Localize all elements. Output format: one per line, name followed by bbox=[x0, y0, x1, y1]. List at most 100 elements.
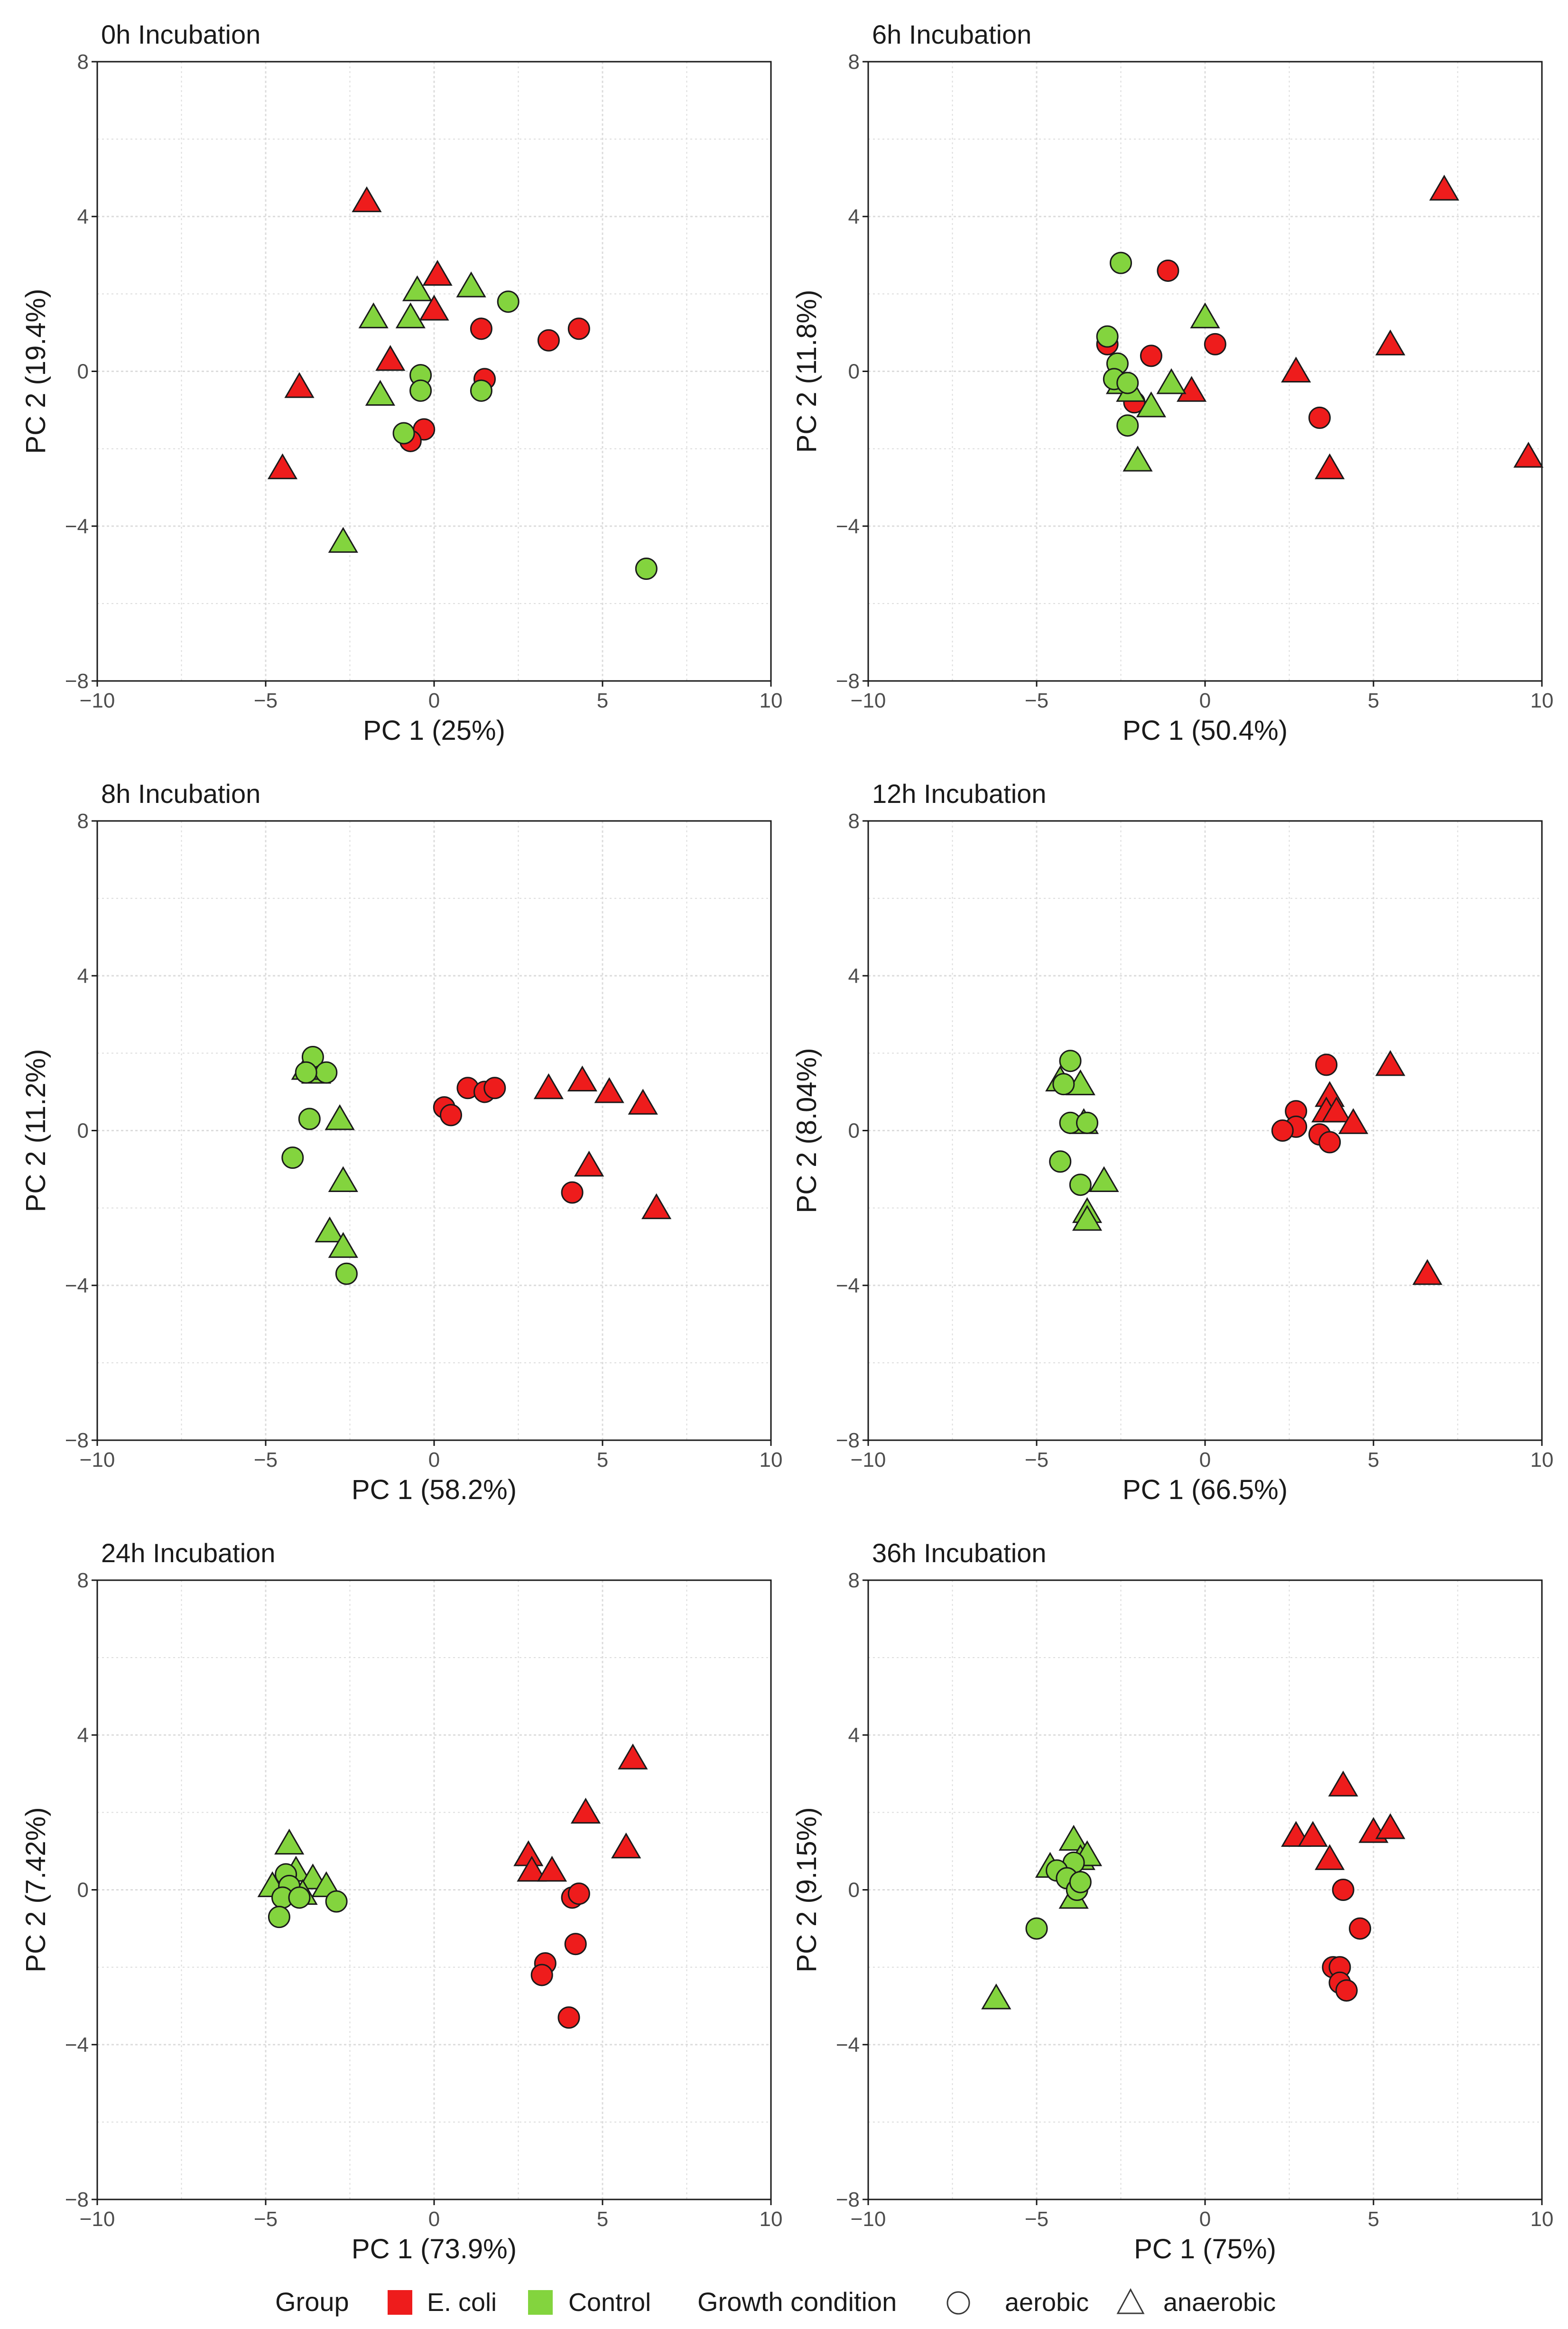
point-ecoli-anaerobic bbox=[352, 186, 382, 213]
point-control-aerobic bbox=[335, 1262, 358, 1285]
y-tick-label: −8 bbox=[836, 1429, 860, 1452]
y-tick-label: 4 bbox=[848, 964, 860, 987]
x-tick-label: 0 bbox=[1199, 1448, 1211, 1472]
point-ecoli-anaerobic bbox=[1328, 1770, 1358, 1797]
x-tick-label: −5 bbox=[254, 1448, 278, 1472]
point-ecoli-anaerobic bbox=[419, 295, 449, 321]
point-ecoli-aerobic bbox=[1157, 259, 1179, 282]
y-tick-label: −8 bbox=[836, 2188, 860, 2211]
legend-anaerobic-key bbox=[1116, 2288, 1145, 2314]
y-tick-label: 8 bbox=[77, 1569, 89, 1592]
y-tick-label: 0 bbox=[848, 1119, 860, 1143]
point-ecoli-aerobic bbox=[567, 1882, 590, 1905]
panels: −10 −5 0 5 10 −8 −4 0 4 8 0h Incubation PC 1 (25%) P… bbox=[20, 19, 1553, 2264]
point-ecoli-anaerobic bbox=[267, 453, 298, 479]
point-ecoli-anaerobic bbox=[1429, 175, 1459, 201]
point-ecoli-aerobic bbox=[564, 1933, 587, 1956]
y-tick-label: −4 bbox=[65, 2033, 89, 2057]
point-control-anaerobic bbox=[328, 527, 358, 553]
point-control-aerobic bbox=[1096, 325, 1119, 348]
y-tick-label: 8 bbox=[848, 50, 860, 74]
x-tick-label: 0 bbox=[1199, 2208, 1211, 2231]
legend-control-label: Control bbox=[568, 2288, 651, 2317]
legend-ecoli-key bbox=[388, 2290, 412, 2315]
panel-5: −10 −5 0 5 10 −8 −4 0 4 8 36h Incubation PC 1 (75%)… bbox=[791, 1538, 1553, 2264]
y-tick-label: 0 bbox=[77, 360, 89, 383]
point-control-aerobic bbox=[392, 422, 415, 445]
point-control-anaerobic bbox=[1123, 446, 1153, 472]
point-control-anaerobic bbox=[402, 275, 433, 301]
point-control-aerobic bbox=[1025, 1917, 1048, 1940]
x-tick-label: −10 bbox=[80, 2208, 115, 2231]
point-control-anaerobic bbox=[358, 302, 389, 328]
x-tick-label: −10 bbox=[851, 1448, 886, 1472]
point-ecoli-aerobic bbox=[567, 317, 590, 340]
point-ecoli-anaerobic bbox=[422, 260, 453, 286]
point-control-anaerobic bbox=[274, 1828, 305, 1855]
point-control-anaerobic bbox=[328, 1166, 358, 1192]
x-tick-label: −10 bbox=[851, 689, 886, 712]
x-tick-label: 0 bbox=[1199, 689, 1211, 712]
x-tick-label: 10 bbox=[1531, 689, 1554, 712]
point-control-aerobic bbox=[470, 379, 492, 402]
point-ecoli-aerobic bbox=[1318, 1131, 1341, 1154]
point-control-anaerobic bbox=[328, 1232, 358, 1258]
x-tick-label: 10 bbox=[760, 689, 783, 712]
point-ecoli-anaerobic bbox=[517, 1855, 547, 1882]
y-tick-label: −8 bbox=[65, 1429, 89, 1452]
point-control-aerobic bbox=[1116, 372, 1139, 394]
legend-growth-title: Growth condition bbox=[697, 2287, 897, 2317]
x-tick-label: −10 bbox=[80, 1448, 115, 1472]
y-tick-label: −4 bbox=[65, 515, 89, 538]
legend-group-title: Group bbox=[275, 2287, 349, 2317]
x-axis-title: PC 1 (75%) bbox=[1134, 2234, 1276, 2264]
y-tick-label: −8 bbox=[65, 670, 89, 693]
point-control-aerobic bbox=[409, 379, 432, 402]
point-ecoli-anaerobic bbox=[1176, 376, 1207, 402]
point-ecoli-anaerobic bbox=[1315, 1844, 1345, 1870]
point-control-aerobic bbox=[1116, 414, 1139, 437]
legend: Group E. coli Control Growth condition a… bbox=[275, 2287, 1276, 2317]
point-control-aerobic bbox=[281, 1146, 304, 1169]
point-ecoli-anaerobic bbox=[1281, 356, 1311, 382]
point-control-anaerobic bbox=[1058, 1825, 1089, 1851]
x-tick-label: 0 bbox=[428, 689, 440, 712]
y-tick-label: 4 bbox=[77, 1723, 89, 1747]
point-ecoli-anaerobic bbox=[284, 372, 315, 398]
point-ecoli-aerobic bbox=[470, 317, 492, 340]
point-ecoli-aerobic bbox=[1315, 1053, 1338, 1076]
point-control-aerobic bbox=[268, 1906, 290, 1928]
point-control-aerobic bbox=[315, 1061, 338, 1084]
x-tick-label: −5 bbox=[254, 689, 278, 712]
y-tick-label: −4 bbox=[836, 2033, 860, 2057]
point-ecoli-aerobic bbox=[1349, 1917, 1372, 1940]
point-control-aerobic bbox=[295, 1061, 317, 1084]
point-control-anaerobic bbox=[1190, 302, 1220, 328]
point-ecoli-anaerobic bbox=[1375, 1050, 1406, 1076]
panel-2: −10 −5 0 5 10 −8 −4 0 4 8 8h Incubation PC 1 (58.2%… bbox=[20, 779, 782, 1505]
x-tick-label: −5 bbox=[1025, 689, 1048, 712]
y-tick-label: 0 bbox=[77, 1879, 89, 1902]
panel-3: −10 −5 0 5 10 −8 −4 0 4 8 12h Incubation PC 1 (66.5… bbox=[791, 779, 1553, 1505]
y-tick-label: 0 bbox=[848, 1879, 860, 1902]
y-tick-label: 4 bbox=[77, 964, 89, 987]
point-control-anaerobic bbox=[325, 1104, 355, 1130]
point-control-anaerobic bbox=[1089, 1166, 1119, 1192]
panel-title: 6h Incubation bbox=[872, 19, 1031, 49]
point-control-aerobic bbox=[1076, 1111, 1098, 1134]
point-ecoli-anaerobic bbox=[641, 1193, 672, 1220]
y-tick-label: 0 bbox=[77, 1119, 89, 1143]
point-ecoli-anaerobic bbox=[1315, 453, 1345, 479]
y-axis-title: PC 2 (7.42%) bbox=[20, 1807, 51, 1972]
panel-title: 24h Incubation bbox=[101, 1538, 275, 1568]
point-ecoli-aerobic bbox=[1332, 1879, 1355, 1901]
x-axis-title: PC 1 (73.9%) bbox=[352, 2234, 517, 2264]
point-ecoli-aerobic bbox=[1308, 406, 1331, 429]
y-tick-label: 8 bbox=[77, 810, 89, 833]
y-axis-title: PC 2 (8.04%) bbox=[791, 1048, 822, 1213]
point-ecoli-anaerobic bbox=[1321, 1096, 1352, 1123]
point-ecoli-anaerobic bbox=[537, 1855, 567, 1882]
point-control-aerobic bbox=[1069, 1174, 1092, 1196]
x-axis-title: PC 1 (66.5%) bbox=[1123, 1474, 1288, 1505]
